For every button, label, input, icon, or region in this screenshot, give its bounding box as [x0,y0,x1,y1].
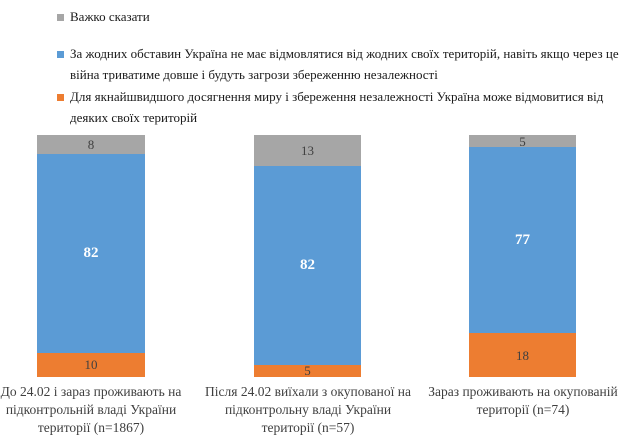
category-label-1: До 24.02 і зараз проживають на підконтро… [0,384,182,435]
segment-gray-bar3: 5 [469,133,576,149]
value-label: 18 [516,347,529,363]
legend-label: Важко сказати [70,9,150,24]
legend-swatch-blue-icon [57,51,64,58]
legend-label: Для якнайшвидшого досягнення миру і збер… [70,89,604,125]
value-label: 13 [301,143,314,159]
legend-swatch-gray-icon [57,14,64,21]
segment-gray-bar2: 13 [254,135,361,167]
value-label: 77 [515,231,530,248]
plot-area: 8 82 10 13 82 5 5 77 [0,135,640,377]
legend-item-no-territory-concessions: За жодних обставин Україна не має відмов… [57,44,619,85]
legend-label: За жодних обставин Україна не має відмов… [70,46,619,82]
value-label: 5 [304,363,311,379]
category-axis: До 24.02 і зараз проживають на підконтро… [0,383,640,444]
bar-group-2: 13 82 5 [254,135,361,377]
value-label: 82 [83,245,99,262]
legend-item-hard-to-say: Важко сказати [57,7,150,28]
segment-orange-bar2: 5 [254,363,361,379]
legend-swatch-orange-icon [57,94,64,101]
value-label: 8 [87,137,95,153]
segment-blue-bar1: 82 [37,154,145,353]
value-label: 82 [300,257,315,274]
segment-blue-bar2: 82 [254,166,361,365]
segment-orange-bar3: 18 [469,333,576,377]
value-label: 10 [84,357,98,373]
value-label: 5 [519,133,526,149]
bar-group-1: 8 82 10 [37,135,145,377]
segment-gray-bar1: 8 [37,135,145,155]
category-label-2: Після 24.02 виїхали з окупованої на підк… [205,384,411,435]
segment-orange-bar1: 10 [37,352,145,377]
legend-item-may-concede-territories: Для якнайшвидшого досягнення миру і збер… [57,87,603,128]
category-label-3: Зараз проживають на окупованій території… [428,384,618,417]
bar-group-3: 5 77 18 [469,135,576,377]
segment-blue-bar3: 77 [469,147,576,334]
